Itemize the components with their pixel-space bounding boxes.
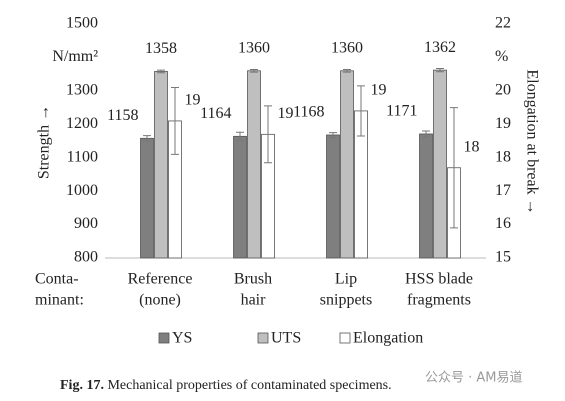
error-bar (450, 107, 458, 229)
yticks-label: 900 (74, 215, 98, 232)
value-label: 1168 (293, 104, 324, 121)
legend-label: UTS (271, 330, 301, 347)
value-label: 1171 (386, 103, 417, 120)
bar (340, 70, 354, 259)
error-bar (143, 135, 151, 142)
bar (140, 137, 154, 259)
error-bar (250, 68, 258, 73)
x-tick-label: Lip (335, 271, 357, 288)
x-tick-label: Brush (234, 271, 272, 288)
y2ticks-label: 19 (495, 115, 511, 132)
bar (247, 70, 261, 259)
value-label: 1360 (331, 39, 363, 56)
yticks-label: 1500 (66, 15, 98, 32)
error-bar (236, 131, 244, 141)
value-label: 19 (278, 105, 294, 122)
error-bar (422, 130, 430, 138)
x-tick-label: Reference (128, 271, 193, 288)
yticks-label: 1300 (66, 82, 98, 99)
legend-swatch (158, 332, 170, 344)
error-bar (357, 85, 365, 137)
watermark: 公众号 · AM易道 (425, 371, 523, 386)
y2ticks-label: 17 (495, 182, 511, 199)
value-label: 19 (371, 82, 387, 99)
x-tick-label: fragments (407, 292, 471, 309)
yticks-label: 1200 (66, 115, 98, 132)
bar (154, 71, 168, 259)
legend-swatch (257, 332, 269, 344)
y2ticks-label: 20 (495, 82, 511, 99)
y2ticks-label: 18 (495, 148, 511, 165)
bar (233, 135, 247, 259)
x-tick-label: hair (241, 292, 267, 309)
value-label: 18 (464, 138, 480, 155)
error-bar (157, 69, 165, 74)
x-tick-label: (none) (139, 292, 181, 309)
row-label: Conta- (35, 271, 79, 288)
value-label: 1360 (238, 39, 270, 56)
caption-bold: Fig. 17. (60, 378, 104, 393)
error-bar (171, 87, 179, 155)
y-axis-label: Strength → (36, 105, 53, 179)
x-tick-label: snippets (320, 292, 372, 309)
y2ticks-label: % (495, 48, 508, 65)
value-label: 1362 (424, 39, 456, 56)
bar (326, 134, 340, 259)
x-tick-label: HSS blade (405, 271, 473, 288)
error-bar (436, 67, 444, 73)
legend-swatch (339, 332, 351, 344)
error-bar (329, 132, 337, 138)
error-bar (264, 105, 272, 164)
yticks-label: 1100 (67, 148, 98, 165)
y2-axis-label: Elongation at break → (523, 69, 540, 214)
value-label: 1164 (200, 105, 231, 122)
caption: Fig. 17. Mechanical properties of contam… (60, 378, 392, 393)
y2ticks-label: 16 (495, 215, 511, 232)
value-label: 19 (185, 92, 201, 109)
caption-text: Mechanical properties of contaminated sp… (107, 378, 391, 393)
yticks-label: 1000 (66, 182, 98, 199)
bar (433, 69, 447, 259)
y2ticks-label: 15 (495, 249, 511, 266)
legend-label: YS (172, 330, 192, 347)
y2ticks-label: 22 (495, 15, 511, 32)
legend-label: Elongation (353, 330, 423, 347)
value-label: 1158 (107, 107, 138, 124)
value-label: 1358 (145, 40, 177, 57)
error-bar (343, 68, 351, 73)
yticks-label: N/mm² (52, 48, 98, 65)
yticks-label: 800 (74, 249, 98, 266)
bar (419, 133, 433, 259)
row-label: minant: (35, 292, 84, 309)
